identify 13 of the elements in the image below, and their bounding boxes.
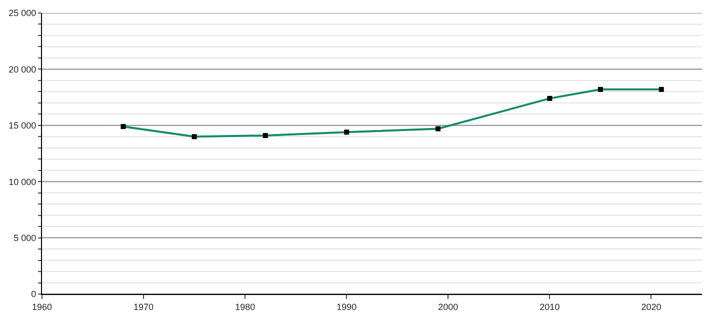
- y-tick-label: 10 000: [8, 176, 36, 187]
- x-tick-label: 2000: [438, 302, 458, 312]
- y-tick-label: 0: [31, 289, 36, 300]
- x-tick-label: 1960: [32, 302, 52, 312]
- y-tick-label: 25 000: [8, 8, 36, 18]
- y-tick-label: 5 000: [14, 232, 36, 243]
- x-tick-label: 1980: [235, 302, 256, 312]
- x-tick-label: 2020: [641, 302, 662, 312]
- y-tick-label: 20 000: [8, 64, 36, 74]
- x-tick-label: 1990: [336, 302, 357, 312]
- x-tick-label: 2010: [540, 302, 560, 312]
- y-tick-label: 15 000: [8, 120, 36, 131]
- x-tick-label: 1970: [134, 302, 154, 312]
